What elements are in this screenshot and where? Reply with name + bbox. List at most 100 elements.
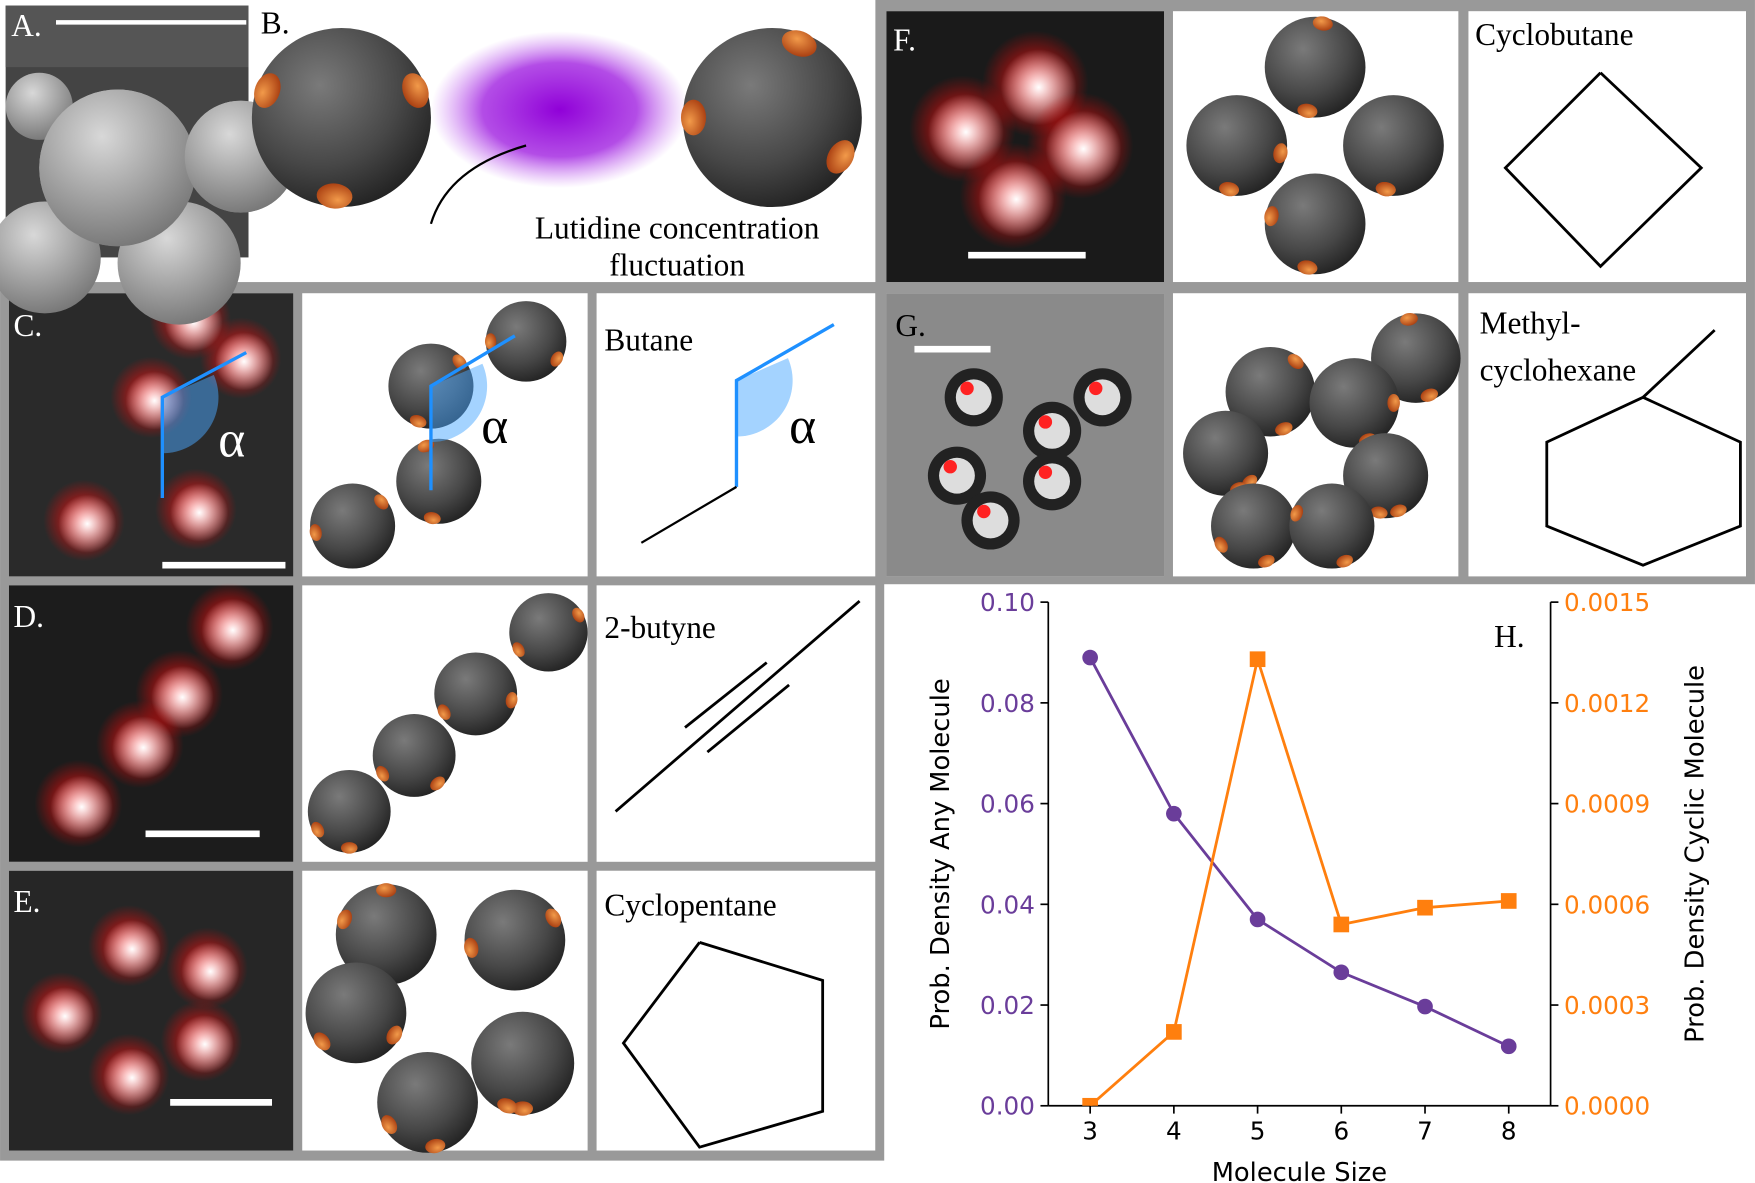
- blob-white: [35, 987, 95, 1046]
- panel-label: A.: [11, 8, 41, 43]
- marker: [1417, 899, 1433, 916]
- x-tick-label: 7: [1417, 1116, 1433, 1145]
- panel-label: E.: [13, 884, 40, 919]
- sem-sphere: [39, 89, 196, 247]
- concentration-cloud: [430, 31, 689, 189]
- sphere: [471, 1011, 575, 1115]
- patch: [376, 883, 397, 898]
- particle: [1084, 379, 1121, 416]
- patch: [1312, 16, 1333, 31]
- sphere: [372, 714, 456, 797]
- particle-patch: [943, 459, 957, 474]
- patch: [430, 776, 445, 791]
- sphere: [310, 483, 396, 569]
- bond: [1545, 396, 1742, 567]
- patch: [316, 183, 353, 209]
- bond: [684, 661, 768, 729]
- patch: [1214, 536, 1228, 553]
- sphere: [682, 27, 862, 208]
- y2-tick-label: 0.0015: [1564, 588, 1650, 617]
- angle-fill: [736, 358, 793, 437]
- molecule-name: Cyclobutane: [1475, 17, 1633, 52]
- bond: [1642, 329, 1716, 399]
- angle-fill: [162, 374, 219, 454]
- y2-axis-title: Prob. Density Cyclic Molecule: [1680, 665, 1710, 1043]
- blob-white: [50, 775, 114, 839]
- blob-white: [58, 494, 117, 553]
- blob-white: [978, 161, 1055, 238]
- sphere: [1211, 483, 1297, 569]
- patch: [1290, 504, 1304, 522]
- patch: [1375, 181, 1396, 197]
- patch: [545, 908, 562, 928]
- sphere: [1309, 358, 1400, 448]
- panel-label: F.: [893, 22, 916, 57]
- patch: [376, 765, 390, 782]
- patch: [1336, 554, 1353, 568]
- molecule-name: Cyclopentane: [604, 888, 776, 923]
- patch: [826, 140, 855, 174]
- sphere: [396, 438, 482, 524]
- blob-white: [170, 483, 229, 542]
- patch: [1275, 422, 1293, 436]
- sphere: [377, 1052, 478, 1153]
- patch: [512, 1101, 534, 1116]
- molecule-name: Butane: [604, 322, 693, 357]
- angle-label: α: [218, 412, 245, 469]
- patch: [464, 937, 479, 958]
- y2-tick-label: 0.0000: [1564, 1092, 1650, 1121]
- marker: [1500, 893, 1517, 909]
- sphere: [305, 962, 407, 1064]
- particle: [1034, 463, 1071, 500]
- artwork: [0, 5, 1742, 1154]
- molecule-name: Methyl-: [1480, 306, 1581, 341]
- marker: [1249, 651, 1266, 668]
- bond: [621, 941, 825, 1149]
- marker: [1082, 1097, 1098, 1106]
- x-tick-label: 4: [1166, 1116, 1182, 1145]
- patch: [337, 909, 352, 930]
- angle-label: α: [481, 398, 508, 455]
- bond: [1503, 71, 1704, 269]
- y-tick-label: 0.04: [980, 890, 1035, 919]
- patch: [340, 842, 358, 854]
- blob-white: [103, 1048, 162, 1107]
- patch: [1420, 388, 1438, 402]
- panel-label: G.: [895, 308, 925, 343]
- panel-label: H.: [1494, 619, 1524, 654]
- sphere: [1289, 483, 1375, 569]
- panel-label: B.: [261, 6, 290, 41]
- particle-patch: [1089, 381, 1103, 396]
- particle: [955, 379, 992, 416]
- blob-white: [201, 598, 265, 662]
- x-axis-title: Molecule Size: [1212, 1158, 1387, 1183]
- patch: [1297, 260, 1318, 275]
- sem-top: [5, 5, 249, 68]
- patch: [386, 1025, 403, 1045]
- marker: [1249, 911, 1266, 928]
- y-axis-title: Prob. Density Any Molecule: [926, 678, 956, 1029]
- sphere: [1183, 410, 1269, 496]
- marker: [1417, 998, 1433, 1015]
- sphere: [1225, 346, 1316, 437]
- particle: [972, 502, 1009, 539]
- x-tick-label: 3: [1082, 1116, 1098, 1145]
- patch: [1258, 554, 1275, 568]
- particle-patch: [977, 504, 991, 519]
- angle-lines: [160, 351, 248, 499]
- blob-white: [214, 332, 274, 391]
- sphere: [485, 301, 567, 382]
- patch: [254, 73, 281, 108]
- sphere: [1186, 95, 1288, 196]
- marker: [1500, 1038, 1517, 1055]
- marker: [1166, 1024, 1182, 1040]
- particle: [1034, 412, 1071, 449]
- sphere: [1264, 173, 1366, 275]
- annotation: Lutidine concentration: [535, 210, 820, 245]
- patch: [437, 704, 451, 720]
- y-tick-label: 0.02: [980, 991, 1035, 1020]
- molecule-name: 2-butyne: [604, 610, 715, 645]
- sphere: [509, 593, 588, 672]
- panel-bg: [1468, 11, 1747, 283]
